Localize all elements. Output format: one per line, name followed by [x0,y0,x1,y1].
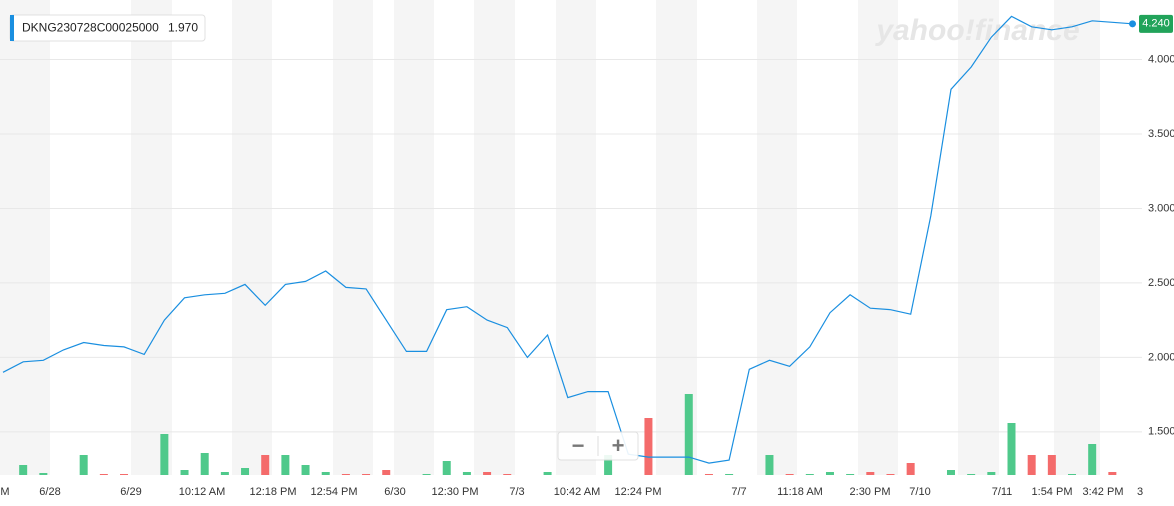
y-tick-label: 3.000 [1148,202,1174,214]
x-tick-label: 11:18 AM [777,486,823,498]
x-tick-label: 6/28 [39,486,60,498]
legend-value: 1.970 [168,21,198,35]
volume-bar [442,461,451,475]
price-line [2,15,1133,464]
volume-bar [362,474,371,475]
y-tick-label: 3.500 [1148,128,1174,140]
volume-bar [99,474,108,475]
session-band [131,0,172,475]
volume-bar [321,472,330,475]
volume-bar [846,474,855,475]
zoom-controls: − + [557,431,639,461]
volume-bar [785,474,794,475]
volume-bar [19,465,28,475]
session-band [556,0,596,475]
session-band [858,0,898,475]
x-tick-label: 3 [1137,486,1143,498]
volume-bar [1047,455,1056,475]
volume-bar [160,434,169,475]
volume-bar [886,474,895,475]
session-bands [0,0,1100,475]
volume-bar [180,470,189,475]
last-price-tag [1139,14,1173,33]
x-tick-label: 12:24 PM [614,486,661,498]
x-tick-label: 3:42 PM [1083,486,1124,498]
volume-bar [1088,444,1097,475]
volume-bar [483,472,492,475]
volume-bar [382,470,391,475]
volume-bar [684,394,693,475]
watermark: yahoo!finance [874,14,1079,47]
volume-bar [906,463,915,475]
volume-bar [765,455,774,475]
x-tick-label: 7/7 [731,486,746,498]
volume-bar [1007,423,1016,475]
x-tick-label: 7/10 [909,486,930,498]
volume-bar [241,468,250,475]
x-tick-label: 12:18 PM [249,486,296,498]
session-band [474,0,515,475]
last-point [1129,20,1137,28]
volume-bar [79,455,88,475]
session-band [757,0,797,475]
volume-bar [543,472,552,475]
volume-bar [220,472,229,475]
x-tick-label: 1:54 PM [1032,486,1073,498]
x-tick-label: 7/3 [509,486,524,498]
volume-bar [644,418,653,475]
y-tick-label: 1.500 [1148,426,1174,438]
session-band [0,0,50,475]
legend: DKNG230728C00025000 1.970 [9,14,206,42]
session-band [394,0,434,475]
session-band [333,0,373,475]
volume-bar [704,474,713,475]
zoom-out-button[interactable]: − [572,433,585,458]
volume-bar [825,472,834,475]
legend-symbol: DKNG230728C00025000 [22,21,159,35]
session-band [232,0,272,475]
volume-bar [462,472,471,475]
volume-bar [281,455,290,475]
y-tick-label: 2.500 [1148,277,1174,289]
x-tick-label: 10:42 AM [554,486,600,498]
volume-bar [805,474,814,475]
volume-bar [120,474,129,475]
last-price-label: 4.240 [1142,18,1170,30]
x-tick-label: M [0,486,9,498]
volume-bar [1108,472,1117,475]
session-band [1054,0,1100,475]
volume-bar [503,474,512,475]
x-tick-label: 12:30 PM [431,486,478,498]
volume-bar [946,470,955,475]
x-tick-label: 12:54 PM [310,486,357,498]
x-tick-label: 2:30 PM [850,486,891,498]
volume-bar [301,465,310,475]
x-tick-label: 7/11 [992,486,1013,498]
y-tick-label: 4.000 [1148,53,1174,65]
volume-bar [604,455,613,475]
session-band [958,0,999,475]
volume-bar [200,453,209,475]
volume-bar [866,472,875,475]
volume-bar [261,455,270,475]
zoom-in-button[interactable]: + [612,433,625,458]
volume-bar [967,474,976,475]
x-tick-label: 6/30 [384,486,405,498]
volume-bar [987,472,996,475]
volume-bar [1068,474,1077,475]
legend-swatch [10,15,14,41]
volume-bar [341,474,350,475]
volume-bar [1027,455,1036,475]
volume-bar [422,474,431,475]
x-tick-label: 10:12 AM [179,486,225,498]
x-tick-label: 6/29 [120,486,141,498]
volume-bar [39,473,48,475]
volume-bar [725,474,734,475]
y-tick-label: 2.000 [1148,351,1174,363]
